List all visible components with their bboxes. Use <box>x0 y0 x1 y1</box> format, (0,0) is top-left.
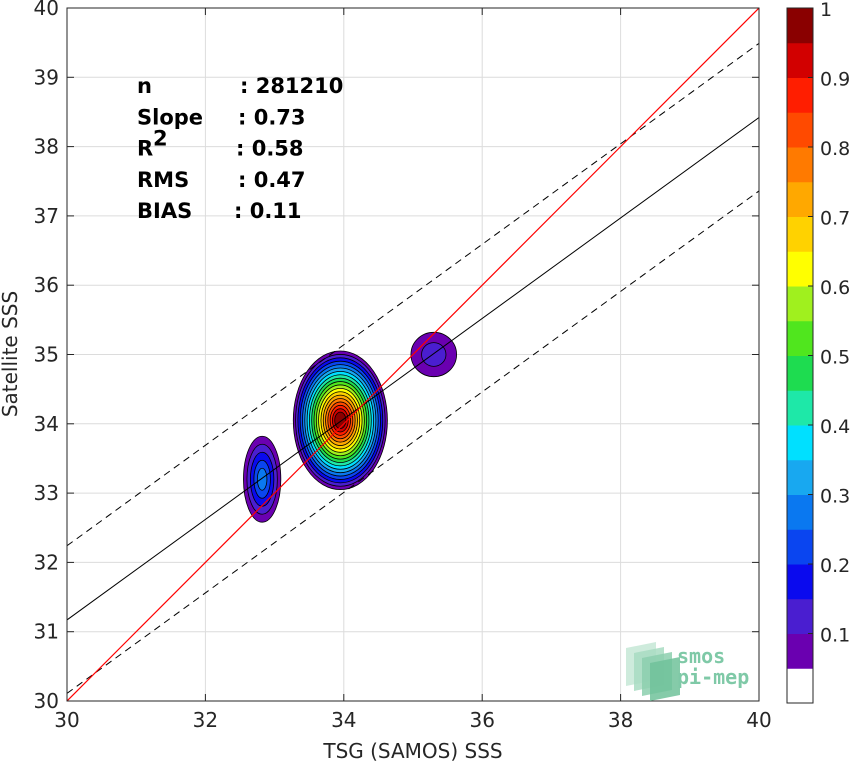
y-tick-label: 33 <box>34 481 59 505</box>
colorbar-tick-label: 0.9 <box>820 69 850 91</box>
colorbar-segment <box>787 355 813 391</box>
colorbar-segment <box>787 564 813 600</box>
density-contour-level <box>334 411 347 429</box>
stats-annotation: n : 281210 Slope : 0.73 R 2 : 0.58 RMS : 0.47 BIA… <box>137 74 343 223</box>
x-tick-label: 38 <box>608 708 633 732</box>
colorbar-segment <box>787 42 813 78</box>
colorbar-segment <box>787 320 813 356</box>
colorbar-tick-label: 0.3 <box>820 486 850 508</box>
logo-text-smos: smos <box>677 644 725 668</box>
grid-lines <box>66 7 760 702</box>
colorbar-tick-label: 0.1 <box>820 625 850 647</box>
logo-layer-shape <box>650 657 680 701</box>
colorbar-segment <box>787 598 813 634</box>
colorbar-tick-label: 0.2 <box>820 555 850 577</box>
stat-value: : 0.47 <box>238 168 306 192</box>
stat-label: Slope <box>137 105 203 129</box>
regression-lines <box>67 8 759 701</box>
stat-label: BIAS <box>137 199 192 223</box>
y-tick-label: 32 <box>34 550 59 574</box>
colorbar-tick-label: 0.7 <box>820 208 850 230</box>
x-tick-label: 34 <box>331 708 356 732</box>
stat-label: R <box>137 137 153 161</box>
colorbar-segment <box>787 216 813 252</box>
colorbar-tick-label: 0.8 <box>820 138 850 160</box>
colorbar-tick-label: 0.4 <box>820 416 850 438</box>
colorbar-segment <box>787 147 813 183</box>
fit-lower-dashed-line <box>67 190 759 694</box>
colorbar-segment <box>787 286 813 322</box>
y-tick-label: 40 <box>34 0 59 20</box>
y-tick-label: 36 <box>34 273 59 297</box>
colorbar-segment <box>787 390 813 426</box>
stat-value: : 281210 <box>240 74 343 98</box>
colorbar-tick-label: 0.5 <box>820 347 850 369</box>
regression-fit-line <box>67 117 759 621</box>
density-contour-level <box>256 467 268 491</box>
colorbar-segment <box>787 529 813 565</box>
x-tick-label: 36 <box>469 708 494 732</box>
colorbar-segment <box>787 77 813 113</box>
logo-text-pi-mep: pi-mep <box>677 665 749 689</box>
y-tick-label: 30 <box>34 689 59 713</box>
y-tick-label: 38 <box>34 135 59 159</box>
x-axis-label: TSG (SAMOS) SSS <box>322 739 502 763</box>
x-tick-label: 30 <box>54 708 79 732</box>
colorbar-segment <box>787 251 813 287</box>
density-contours <box>243 331 457 523</box>
colorbar-segment <box>787 668 813 704</box>
colorbar-segment <box>787 8 813 44</box>
colorbar-segment <box>787 459 813 495</box>
stat-value: : 0.73 <box>238 105 306 129</box>
y-axis-ticks: 30 31 32 33 34 35 36 37 38 39 40 <box>34 0 759 713</box>
stat-value: : 0.11 <box>234 199 302 223</box>
x-tick-label: 32 <box>193 708 218 732</box>
colorbar-segment <box>787 494 813 530</box>
y-tick-label: 35 <box>34 343 59 367</box>
stat-value: : 0.58 <box>236 137 304 161</box>
x-tick-label: 40 <box>746 708 771 732</box>
colorbar-tick-label: 1 <box>820 0 832 21</box>
stat-superscript: 2 <box>153 127 168 151</box>
colorbar-segment <box>787 633 813 669</box>
y-tick-label: 34 <box>34 412 59 436</box>
density-contour-level <box>421 342 447 367</box>
stat-label: RMS <box>137 168 189 192</box>
colorbar-segment <box>787 112 813 148</box>
fit-upper-dashed-line <box>67 42 759 547</box>
stat-label: n <box>137 74 152 98</box>
y-tick-label: 39 <box>34 65 59 89</box>
x-axis-ticks: 30 32 34 36 38 40 <box>54 8 772 732</box>
colorbar: 0.1 0.2 0.3 0.4 0.5 0.6 0.7 0.8 0.9 1 <box>786 0 850 704</box>
colorbar-tick-label: 0.6 <box>820 277 850 299</box>
y-tick-label: 31 <box>34 620 59 644</box>
one-to-one-line <box>67 8 759 701</box>
y-tick-label: 37 <box>34 204 59 228</box>
colorbar-segment <box>787 425 813 461</box>
colorbar-segment <box>787 181 813 217</box>
y-axis-label: Satellite SSS <box>0 291 22 417</box>
